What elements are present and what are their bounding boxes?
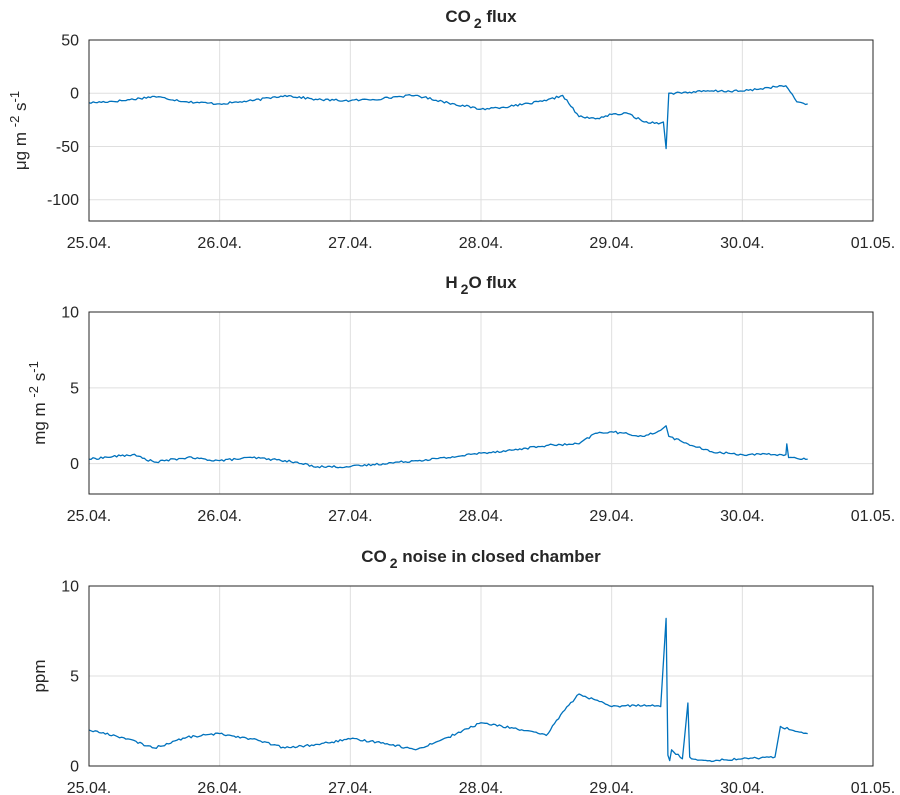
- x-tick-label: 27.04.: [328, 235, 372, 252]
- chart-title: CO 2 flux: [445, 7, 517, 31]
- x-tick-label: 28.04.: [459, 235, 503, 252]
- x-tick-label: 27.04.: [328, 508, 372, 525]
- chart-panel-1: 25.04. 26.04. 27.04. 28.04. 29.04. 30.04. 01.0…: [7, 7, 895, 252]
- x-tick-label: 29.04.: [589, 508, 633, 525]
- y-axis-label: ppm: [30, 659, 49, 692]
- x-tick-label: 26.04.: [197, 508, 241, 525]
- x-tick-label: 01.05.: [851, 235, 895, 252]
- axes-box: [88, 585, 874, 767]
- x-tick-label: 30.04.: [720, 235, 764, 252]
- x-tick-label: 29.04.: [589, 235, 633, 252]
- y-axis-label: mg m -2 s-1: [26, 361, 49, 445]
- y-axis-label: μg m -2 s-1: [7, 91, 30, 170]
- chart-title: H 2O flux: [445, 273, 517, 297]
- chart-panel-3: 25.04. 26.04. 27.04. 28.04. 29.04. 30.04. 01.0…: [30, 547, 895, 795]
- x-tick-label: 26.04.: [197, 235, 241, 252]
- axes-box: [88, 39, 874, 222]
- x-tick-label: 30.04.: [720, 508, 764, 525]
- y-tick-label: 10: [61, 579, 79, 596]
- series-line: [88, 617, 808, 763]
- y-tick-label: 0: [70, 759, 79, 776]
- y-tick-label: 50: [61, 33, 79, 50]
- x-tick-label: 26.04.: [197, 780, 241, 795]
- x-tick-label: 28.04.: [459, 780, 503, 795]
- axes-box: [88, 311, 874, 495]
- x-tick-label: 27.04.: [328, 780, 372, 795]
- y-tick-label: 10: [61, 305, 79, 322]
- y-tick-label: 0: [70, 86, 79, 103]
- x-tick-label: 29.04.: [589, 780, 633, 795]
- x-tick-label: 25.04.: [67, 780, 111, 795]
- chart-title: CO 2 noise in closed chamber: [361, 547, 601, 571]
- x-tick-label: 28.04.: [459, 508, 503, 525]
- y-tick-label: 0: [70, 456, 79, 473]
- series-line: [88, 425, 808, 469]
- x-tick-label: 30.04.: [720, 780, 764, 795]
- y-tick-label: 5: [70, 669, 79, 686]
- x-tick-label: 01.05.: [851, 508, 895, 525]
- y-tick-label: -100: [47, 192, 79, 209]
- x-tick-label: 25.04.: [67, 508, 111, 525]
- y-tick-label: 5: [70, 380, 79, 397]
- y-tick-label: -50: [56, 139, 79, 156]
- chart-panel-2: 25.04. 26.04. 27.04. 28.04. 29.04. 30.04. 01.0…: [26, 273, 895, 525]
- series-line: [88, 85, 808, 150]
- x-tick-label: 01.05.: [851, 780, 895, 795]
- x-tick-label: 25.04.: [67, 235, 111, 252]
